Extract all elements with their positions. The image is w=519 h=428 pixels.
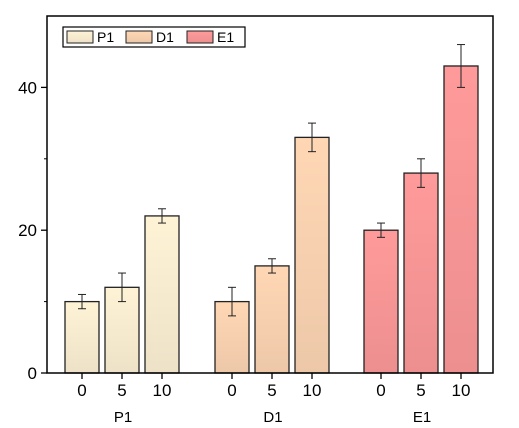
plot-frame bbox=[46, 15, 494, 374]
x-tick-label-d1-0: 0 bbox=[227, 381, 236, 400]
y-tick-label-40: 40 bbox=[18, 78, 37, 97]
legend: P1 D1 E1 bbox=[62, 26, 246, 48]
x-tick-label-p1-0: 0 bbox=[77, 381, 86, 400]
bar-d1-10 bbox=[294, 136, 330, 374]
bar-p1-0 bbox=[64, 300, 100, 374]
y-tick-label-0: 0 bbox=[28, 364, 37, 383]
bar-e1-10 bbox=[443, 65, 479, 374]
group-label-d1: D1 bbox=[263, 409, 282, 426]
legend-swatch-d1 bbox=[125, 30, 153, 44]
bar-e1-0 bbox=[363, 229, 399, 374]
legend-label-e1: E1 bbox=[217, 29, 234, 45]
x-tick-label-e1-0: 0 bbox=[376, 381, 385, 400]
y-tick-label-20: 20 bbox=[18, 221, 37, 240]
axes-layer: 0 5 10 P1 0 5 10 D1 0 5 10 E1 0 20 40 bbox=[18, 15, 494, 426]
legend-swatch-e1 bbox=[186, 30, 214, 44]
x-tick-label-e1-5: 5 bbox=[416, 381, 425, 400]
bar-e1-5 bbox=[403, 172, 439, 374]
legend-swatch-p1 bbox=[66, 30, 94, 44]
group-label-e1: E1 bbox=[413, 409, 431, 426]
group-label-p1: P1 bbox=[114, 409, 132, 426]
bar-d1-5 bbox=[254, 265, 290, 374]
x-tick-label-d1-10: 10 bbox=[303, 381, 322, 400]
x-tick-label-p1-10: 10 bbox=[153, 381, 172, 400]
bars-layer bbox=[64, 44, 479, 374]
x-tick-label-d1-5: 5 bbox=[267, 381, 276, 400]
legend-label-p1: P1 bbox=[97, 29, 114, 45]
bar-p1-10 bbox=[144, 215, 180, 374]
x-tick-label-p1-5: 5 bbox=[117, 381, 126, 400]
x-tick-label-e1-10: 10 bbox=[452, 381, 471, 400]
legend-label-d1: D1 bbox=[156, 29, 174, 45]
